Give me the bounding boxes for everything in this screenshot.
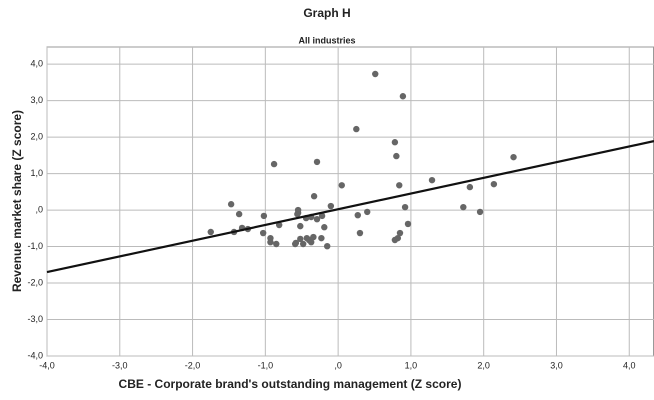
point xyxy=(476,208,484,216)
point xyxy=(393,152,400,160)
point xyxy=(235,210,243,218)
x-tick-label: -3,0 xyxy=(112,360,128,370)
point xyxy=(259,229,267,237)
y-tick-label: 3,0 xyxy=(30,95,43,105)
point xyxy=(391,139,399,146)
fit-line xyxy=(46,140,654,274)
chart-subtitle: All industries xyxy=(298,35,355,45)
y-tick-label: -1,0 xyxy=(27,241,43,251)
point xyxy=(353,125,360,133)
point xyxy=(321,224,328,231)
y-axis-label: Revenue market share (Z score) xyxy=(10,110,24,292)
point xyxy=(460,203,467,211)
point xyxy=(313,158,321,166)
point xyxy=(394,234,402,242)
point xyxy=(396,229,404,237)
point xyxy=(356,229,364,237)
x-tick-label: 1,0 xyxy=(405,360,418,370)
point xyxy=(310,193,318,200)
x-tick-label: ,0 xyxy=(334,360,342,370)
point xyxy=(404,220,412,228)
point xyxy=(466,183,474,191)
point xyxy=(338,182,345,189)
y-tick-label: 4,0 xyxy=(30,59,43,69)
point xyxy=(299,240,307,248)
x-tick-label: -4,0 xyxy=(39,360,55,370)
point xyxy=(313,215,321,223)
point xyxy=(273,240,280,248)
y-tick-label: -3,0 xyxy=(27,314,43,324)
point xyxy=(372,70,379,78)
point xyxy=(354,211,361,219)
point xyxy=(364,208,371,216)
y-tick-label: ,0 xyxy=(35,204,43,214)
point xyxy=(327,202,335,210)
point xyxy=(310,233,317,241)
x-tick-label: 3,0 xyxy=(550,360,563,370)
x-axis-label: CBE - Corporate brand's outstanding mana… xyxy=(119,377,462,391)
x-tick-label: 4,0 xyxy=(623,360,636,370)
point xyxy=(267,238,274,246)
x-tick-label: -2,0 xyxy=(185,360,201,370)
point xyxy=(399,93,407,100)
point xyxy=(227,201,235,208)
x-tick-label: -1,0 xyxy=(258,360,274,370)
point xyxy=(260,212,268,220)
point xyxy=(270,160,278,168)
point xyxy=(324,242,331,250)
point xyxy=(318,234,325,242)
point xyxy=(490,180,498,188)
point xyxy=(428,176,436,184)
point xyxy=(292,239,300,247)
point xyxy=(510,153,517,161)
plot-area xyxy=(46,46,654,357)
point xyxy=(294,206,302,214)
point xyxy=(396,182,403,189)
chart-title: Graph H xyxy=(303,6,350,20)
y-tick-label: 1,0 xyxy=(30,168,43,178)
point xyxy=(297,235,304,243)
y-tick-label: 2,0 xyxy=(30,131,43,141)
y-tick-label: -4,0 xyxy=(27,350,43,360)
point xyxy=(297,222,304,230)
y-tick-label: -2,0 xyxy=(27,277,43,287)
point xyxy=(401,203,409,211)
point xyxy=(307,238,315,246)
point xyxy=(207,228,214,236)
x-tick-label: 2,0 xyxy=(477,360,490,370)
point xyxy=(318,212,326,220)
